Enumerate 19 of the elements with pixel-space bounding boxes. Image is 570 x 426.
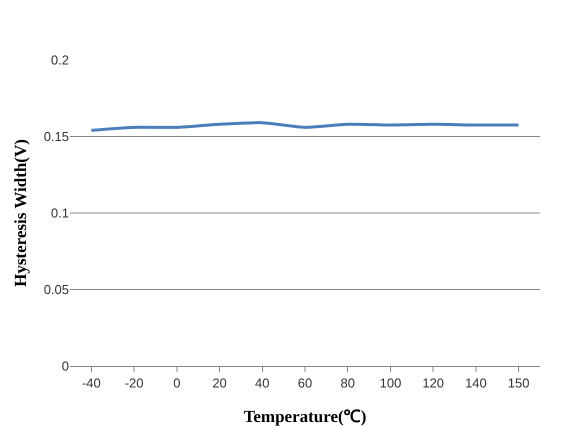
x-tick-label: 20 <box>212 376 227 391</box>
y-tick-label: 0.05 <box>44 282 69 298</box>
y-tick-label: 0 <box>62 358 69 374</box>
x-tick-label: 0 <box>173 376 180 391</box>
y-axis-title: Hysteresis Width(V) <box>11 139 30 287</box>
x-tick-label: -20 <box>124 376 144 391</box>
x-tick-label: -40 <box>82 376 101 391</box>
x-tick-label: 40 <box>255 376 270 391</box>
y-tick-label: 0.15 <box>44 129 69 144</box>
y-tick-label: 0.2 <box>50 52 69 68</box>
x-tick-label: 140 <box>465 376 487 391</box>
x-tick-label: 120 <box>422 376 444 391</box>
x-tick-label: 150 <box>508 376 530 391</box>
x-tick-label: 80 <box>340 376 355 391</box>
x-axis-title: Temperature(℃) <box>244 407 366 426</box>
y-tick-label: 0.1 <box>50 206 69 221</box>
x-tick-label: 60 <box>298 376 312 391</box>
x-tick-label: 100 <box>380 376 402 391</box>
line-series <box>90 121 520 132</box>
